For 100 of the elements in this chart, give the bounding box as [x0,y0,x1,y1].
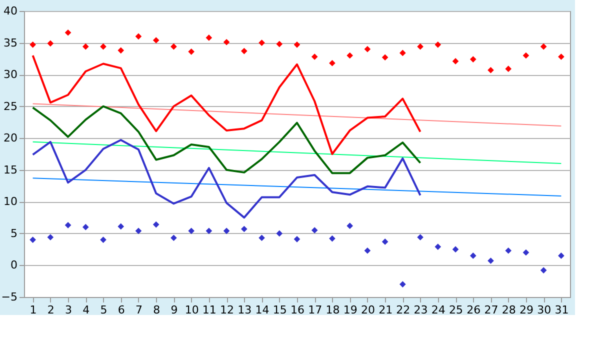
x-tick-label: 17 [308,304,322,316]
point [135,228,142,234]
point [558,54,564,60]
point [118,47,124,54]
x-tick-label: 27 [484,304,498,316]
x-tick-label: 3 [65,304,72,316]
x-tick-label: 25 [449,304,464,316]
point [329,235,336,242]
point [100,43,106,50]
x-tick-label: 6 [118,304,125,316]
y-tick-label: 15 [4,163,18,176]
point [64,29,72,36]
y-tick-label: 5 [10,226,18,240]
point [400,50,406,56]
line-series [32,105,422,174]
point [364,46,371,52]
x-tick-label: 31 [554,304,569,316]
x-tick-label: 1 [30,304,37,316]
x-tick-label: 19 [343,304,358,316]
y-tick-label: −5 [1,290,18,304]
y-tick-label: 20 [4,132,18,145]
x-tick-label: 7 [135,304,142,316]
point [276,40,283,48]
point [522,52,530,59]
point [452,246,459,252]
point [294,42,300,48]
point [82,43,89,50]
x-tick-label: 26 [466,304,481,316]
point [311,227,318,234]
point [452,58,459,64]
x-tick-label: 23 [414,304,428,316]
x-tick-label: 10 [184,304,199,316]
point [241,226,248,232]
y-tick-label: 30 [4,68,18,82]
point [223,228,230,234]
point [434,244,442,250]
point [558,252,564,259]
x-tick-label: 4 [82,304,90,316]
point [294,236,300,242]
point [505,247,512,254]
x-tick-label: 5 [100,304,108,316]
x-tick-label: 30 [537,304,552,316]
point [417,234,424,240]
x-tick-label: 12 [220,304,234,316]
x-tick-label: 15 [272,304,287,316]
point [311,54,318,60]
x-tick-label: 28 [502,304,516,316]
point [329,60,336,66]
point [118,223,124,230]
point [258,234,265,242]
line-series [32,139,422,219]
point [206,228,212,234]
point [364,247,371,254]
point [540,267,547,274]
point [488,258,494,264]
x-tick-label: 24 [431,304,446,316]
x-tick-label: 13 [238,304,252,316]
point [170,43,177,50]
y-tick-label: 35 [4,36,18,50]
point [540,43,547,50]
point [47,40,54,47]
point [258,40,265,46]
point [505,66,512,72]
y-tick-label: 25 [4,100,18,113]
point [135,33,142,40]
point [346,52,353,59]
x-tick-label: 29 [519,304,534,316]
point [382,54,388,61]
point [522,249,530,256]
x-tick-label: 8 [153,304,160,316]
point [47,234,54,240]
point [488,66,494,74]
x-tick-label: 9 [170,304,178,316]
y-tick-label: 0 [10,258,18,272]
point [223,38,230,46]
point [434,42,442,48]
x-tick-label: 16 [290,304,304,316]
point [470,252,476,259]
point [346,222,353,229]
point [241,48,248,54]
line-series [32,54,422,155]
point [382,238,388,245]
point [276,230,283,237]
point [400,281,406,288]
point [64,222,72,228]
point [30,236,36,243]
point [206,34,212,41]
x-tick-label: 21 [378,304,393,316]
y-tick-label: 10 [4,195,18,208]
point [470,56,476,62]
x-tick-label: 2 [47,304,54,316]
point [417,43,424,50]
y-tick-label: 40 [4,4,18,18]
point [170,234,177,242]
point [82,224,89,230]
x-tick-label: 20 [360,304,375,316]
point [152,37,160,44]
x-tick-label: 18 [326,304,340,316]
point [188,228,194,234]
point [100,236,106,243]
